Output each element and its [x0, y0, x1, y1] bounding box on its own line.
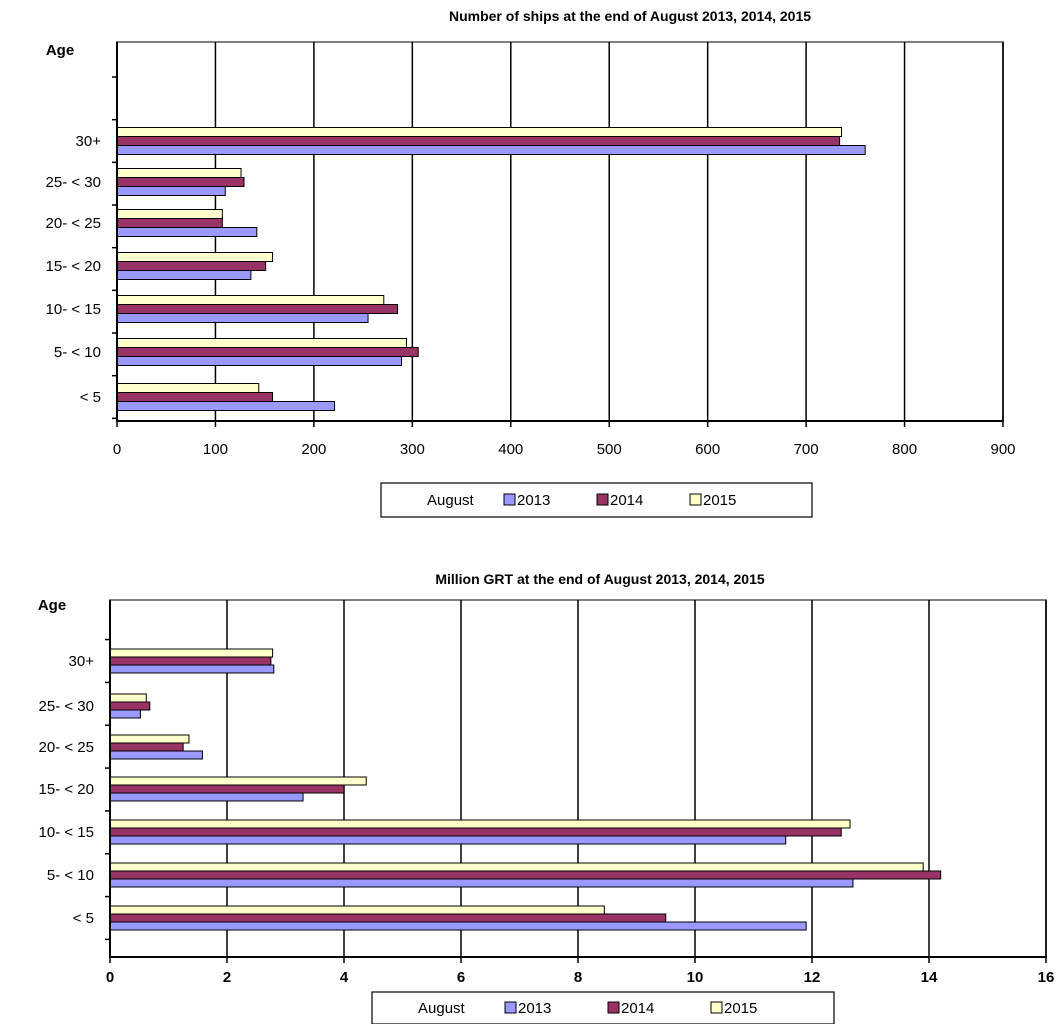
- x-tick-label: 400: [498, 441, 523, 458]
- bar-2015: [109, 819, 851, 829]
- bar-2013: [116, 313, 369, 323]
- legend-box: [371, 991, 835, 1024]
- bar-2014: [109, 784, 345, 794]
- bar-2015: [109, 693, 147, 703]
- grt-chart: Million GRT at the end of August 2013, 2…: [38, 571, 1055, 1024]
- category-label: 25- < 30: [46, 174, 101, 191]
- x-tick-label: 200: [301, 441, 326, 458]
- bar-2015: [116, 295, 385, 305]
- category-label: 15- < 20: [46, 258, 101, 275]
- x-tick-label: 10: [687, 969, 704, 986]
- bar-2014: [116, 136, 841, 146]
- category-label: 20- < 25: [46, 215, 101, 232]
- ships-count-chart: Number of ships at the end of August 201…: [46, 8, 1016, 518]
- legend-swatch-2014: [596, 493, 609, 506]
- bar-2014: [116, 392, 274, 402]
- legend-swatch-2015: [710, 1001, 723, 1014]
- category-label: 15- < 20: [39, 781, 94, 798]
- x-tick-label: 600: [695, 441, 720, 458]
- bar-2014: [116, 347, 419, 357]
- category-label: < 5: [80, 389, 101, 406]
- legend-swatch-2015: [689, 493, 702, 506]
- bar-2015: [116, 168, 242, 178]
- legend-label: 2015: [703, 492, 736, 509]
- bar-2014: [116, 304, 399, 314]
- bar-2014: [109, 656, 272, 666]
- x-tick-label: 12: [804, 969, 821, 986]
- bar-2015: [109, 648, 274, 658]
- legend-label: 2013: [517, 492, 550, 509]
- x-tick-label: 2: [223, 969, 231, 986]
- bar-2013: [116, 401, 336, 411]
- x-tick-label: 800: [892, 441, 917, 458]
- bar-2013: [109, 878, 854, 888]
- bar-2014: [116, 177, 245, 187]
- bar-2013: [116, 356, 403, 366]
- bar-2013: [116, 186, 226, 196]
- chart-title: Million GRT at the end of August 2013, 2…: [435, 571, 765, 587]
- bar-2014: [116, 218, 223, 228]
- bar-2013: [109, 792, 304, 802]
- bar-2013: [116, 145, 866, 155]
- chart-title: Number of ships at the end of August 201…: [449, 8, 811, 24]
- bar-2015: [116, 209, 223, 219]
- bar-2013: [109, 921, 807, 931]
- category-label: 25- < 30: [39, 698, 94, 715]
- bar-2014: [109, 827, 842, 837]
- legend-label: 2013: [518, 1000, 551, 1017]
- bar-2013: [109, 664, 275, 674]
- y-axis-label: Age: [38, 597, 66, 614]
- x-tick-label: 0: [113, 441, 121, 458]
- bar-2015: [116, 252, 274, 262]
- category-label: 5- < 10: [54, 344, 101, 361]
- legend-title: August: [418, 1000, 466, 1017]
- category-label: 30+: [76, 133, 102, 150]
- category-label: 5- < 10: [47, 867, 94, 884]
- bar-2014: [109, 913, 667, 923]
- x-tick-label: 6: [457, 969, 465, 986]
- bar-2015: [109, 734, 190, 744]
- x-tick-label: 700: [794, 441, 819, 458]
- bar-2015: [116, 338, 407, 348]
- bar-2014: [109, 742, 184, 752]
- bar-2014: [116, 261, 267, 271]
- category-label: 20- < 25: [39, 739, 94, 756]
- legend-label: 2014: [621, 1000, 654, 1017]
- bar-2015: [109, 905, 605, 915]
- x-tick-label: 900: [990, 441, 1015, 458]
- bar-2013: [116, 227, 258, 237]
- x-tick-label: 300: [400, 441, 425, 458]
- legend-swatch-2013: [503, 493, 516, 506]
- category-label: 10- < 15: [39, 824, 94, 841]
- x-tick-label: 16: [1038, 969, 1055, 986]
- legend-swatch-2013: [504, 1001, 517, 1014]
- bar-2015: [109, 862, 924, 872]
- x-tick-label: 100: [203, 441, 228, 458]
- x-tick-label: 4: [340, 969, 349, 986]
- legend-title: August: [427, 492, 475, 509]
- bar-2013: [116, 270, 252, 280]
- x-tick-label: 8: [574, 969, 582, 986]
- bar-2013: [109, 750, 203, 760]
- legend-label: 2015: [724, 1000, 757, 1017]
- x-tick-label: 0: [106, 969, 114, 986]
- bar-2014: [109, 701, 151, 711]
- bar-2015: [109, 776, 367, 786]
- bar-2013: [109, 709, 141, 719]
- bar-2015: [116, 127, 843, 137]
- legend-swatch-2014: [607, 1001, 620, 1014]
- y-axis-label: Age: [46, 42, 74, 59]
- bar-2014: [109, 870, 942, 880]
- category-label: 30+: [69, 653, 95, 670]
- category-label: 10- < 15: [46, 301, 101, 318]
- category-label: < 5: [73, 910, 94, 927]
- bar-2013: [109, 835, 787, 845]
- legend-label: 2014: [610, 492, 643, 509]
- x-tick-label: 14: [921, 969, 938, 986]
- x-tick-label: 500: [597, 441, 622, 458]
- bar-2015: [116, 383, 260, 393]
